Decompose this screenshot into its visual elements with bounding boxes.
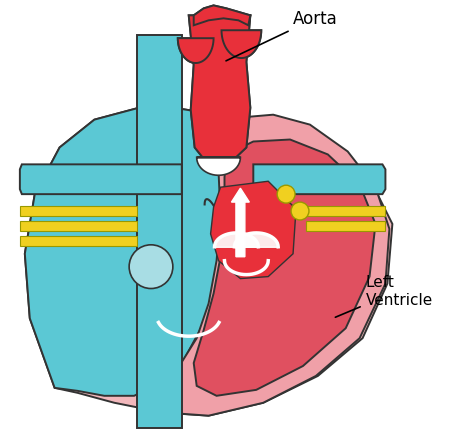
Bar <box>137 36 182 427</box>
Polygon shape <box>221 31 261 59</box>
Polygon shape <box>221 31 261 59</box>
Polygon shape <box>178 39 214 64</box>
Polygon shape <box>189 16 250 168</box>
Bar <box>306 221 386 231</box>
FancyArrow shape <box>231 189 249 257</box>
Polygon shape <box>194 140 375 396</box>
Polygon shape <box>211 182 296 279</box>
Polygon shape <box>159 115 389 416</box>
Polygon shape <box>25 108 392 416</box>
Polygon shape <box>20 165 182 195</box>
Polygon shape <box>194 7 250 26</box>
Polygon shape <box>178 39 214 64</box>
Polygon shape <box>25 108 230 396</box>
Bar <box>20 237 137 246</box>
Text: Left
Ventricle: Left Ventricle <box>335 275 433 318</box>
Polygon shape <box>194 7 250 26</box>
Circle shape <box>129 245 173 289</box>
Polygon shape <box>253 165 386 195</box>
Polygon shape <box>197 158 240 176</box>
Polygon shape <box>189 16 250 168</box>
Bar <box>306 207 386 217</box>
Circle shape <box>291 203 309 220</box>
Bar <box>20 221 137 231</box>
Circle shape <box>277 186 295 204</box>
Bar <box>20 207 137 217</box>
Text: Aorta: Aorta <box>226 10 338 62</box>
